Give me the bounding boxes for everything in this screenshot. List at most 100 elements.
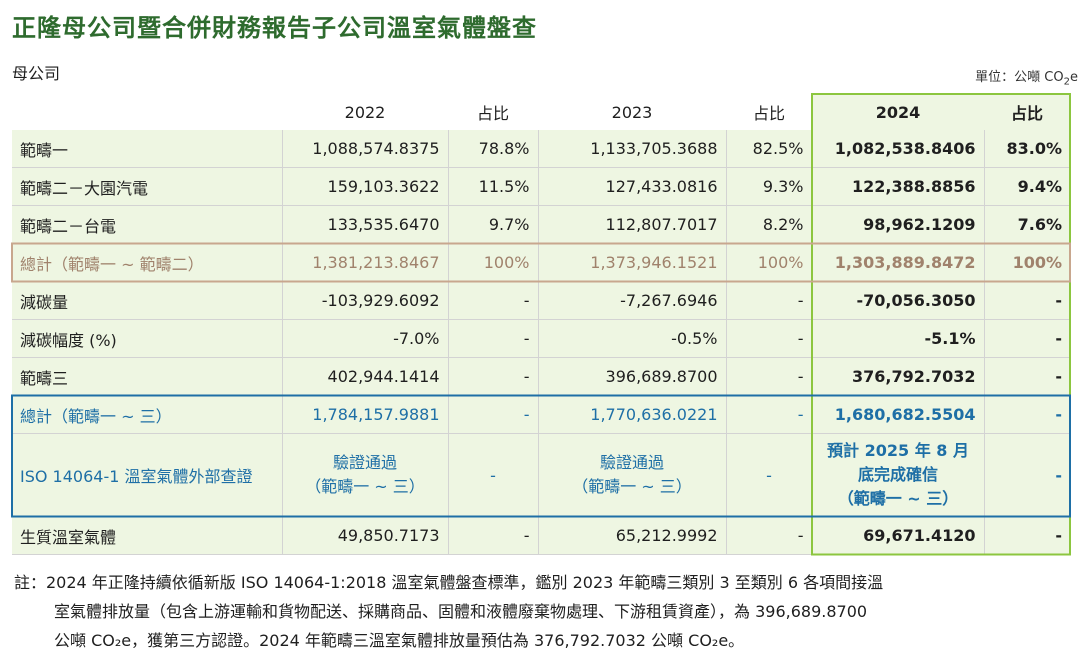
value-2024: -5.1% (812, 319, 985, 358)
value-2022: 1,381,213.8467 (282, 243, 449, 282)
share-2023: - (726, 395, 813, 434)
row-label: 總計（範疇一 ~ 三） (12, 395, 283, 434)
share-2024: - (984, 281, 1070, 320)
share-2022: - (448, 395, 539, 434)
share-2022: 78.8% (448, 130, 539, 168)
table-row: 範疇一 1,088,574.8375 78.8% 1,133,705.3688 82.5… (12, 130, 1070, 168)
share-2023: - (726, 433, 813, 517)
share-2022: 11.5% (448, 167, 539, 206)
share-2024: - (984, 433, 1070, 517)
verification-line: 預計 2025 年 8 月 (827, 441, 969, 460)
value-2024: 69,671.4120 (812, 516, 985, 555)
table-row: 範疇三 402,944.1414-396,689.8700-376,792.703… (12, 357, 1070, 396)
verification-line: 驗證通過 (332, 453, 397, 472)
table-row: 總計（範疇一 ~ 三） 1,784,157.9881-1,770,636.0221… (12, 395, 1070, 434)
row-label: 總計（範疇一 ~ 範疇二） (12, 243, 283, 282)
value-2024: 98,962.1209 (812, 205, 985, 244)
row-label: 減碳幅度 (%) (12, 319, 283, 358)
verification-line: （範疇一 ~ 三） (837, 489, 959, 508)
share-2023: 8.2% (726, 205, 813, 244)
header-row: 2022 占比 2023 占比 2024 占比 (12, 94, 1070, 130)
value-2024: 1,303,889.8472 (812, 243, 985, 282)
footnote-line-2: 室氣體排放量（包含上游運輸和貨物配送、採購商品、固體和液體廢棄物處理、下游租賃資… (54, 602, 868, 621)
footnote-line-1: 註：2024 年正隆持續依循新版 ISO 14064-1:2018 溫室氣體盤查… (14, 573, 884, 592)
footnote: 註：2024 年正隆持續依循新版 ISO 14064-1:2018 溫室氣體盤查… (14, 568, 1078, 655)
header-share-2024: 占比 (984, 94, 1070, 130)
value-2024: -70,056.3050 (812, 281, 985, 320)
verification-line: （範疇一 ~ 三） (572, 477, 692, 496)
share-2024: 9.4% (984, 167, 1070, 206)
table-row: 範疇二－台電 133,535.6470 9.7% 112,807.7017 8.2% 98… (12, 205, 1070, 244)
row-label: 範疇二－台電 (12, 205, 283, 244)
share-2023: - (726, 319, 813, 358)
header-share-2023: 占比 (752, 104, 785, 123)
value-2022: 133,535.6470 (282, 205, 449, 244)
share-2024: 100% (984, 243, 1070, 282)
row-label: 範疇一 (12, 130, 283, 168)
value-2022: -7.0% (282, 319, 449, 358)
value-2022: 49,850.7173 (282, 516, 449, 555)
value-2024: 1,082,538.8406 (812, 130, 985, 168)
value-2023: -0.5% (538, 319, 727, 358)
value-2024: 122,388.8856 (812, 167, 985, 206)
share-2024: 83.0% (984, 130, 1070, 168)
verification-line: 驗證通過 (599, 453, 664, 472)
share-2023: 9.3% (726, 167, 813, 206)
value-2023: 驗證通過 （範疇一 ~ 三） (538, 433, 727, 517)
share-2022: - (448, 433, 539, 517)
header-2022: 2022 (344, 102, 386, 122)
footnote-line-3: 公噸 CO₂e，獲第三方認證。2024 年範疇三溫室氣體排放量預估為 376,7… (54, 631, 745, 650)
table-row: ISO 14064-1 溫室氣體外部查證 驗證通過 （範疇一 ~ 三） - 驗證通過 （範… (12, 433, 1070, 517)
unit-label: 單位：公噸 CO2e (975, 70, 1078, 88)
row-label: ISO 14064-1 溫室氣體外部查證 (12, 433, 283, 517)
share-2022: - (448, 357, 539, 396)
table-row: 減碳量 -103,929.6092- -7,267.6946- -70,056.305… (12, 281, 1070, 320)
row-label: 減碳量 (12, 281, 283, 320)
row-label: 生質溫室氣體 (12, 516, 283, 555)
page-title: 正隆母公司暨合併財務報告子公司溫室氣體盤查 (12, 14, 537, 42)
header-2023: 2023 (611, 102, 653, 122)
share-2022: - (448, 319, 539, 358)
section-subtitle: 母公司 (12, 64, 61, 83)
share-2024: 7.6% (984, 205, 1070, 244)
value-2022: 159,103.3622 (282, 167, 449, 206)
table-row: 範疇二－大園汽電 159,103.3622 11.5% 127,433.0816 9.3… (12, 167, 1070, 206)
row-label: 範疇三 (12, 357, 283, 396)
verification-line: 底完成確信 (857, 465, 938, 484)
value-2023: 1,373,946.1521 (538, 243, 727, 282)
value-2023: 127,433.0816 (538, 167, 727, 206)
share-2022: - (448, 516, 539, 555)
share-2024: - (984, 395, 1070, 434)
value-2023: 1,770,636.0221 (538, 395, 727, 434)
share-2023: 100% (726, 243, 813, 282)
share-2023: - (726, 357, 813, 396)
header-2024: 2024 (812, 94, 984, 130)
header-label (12, 94, 282, 130)
share-2022: 100% (448, 243, 539, 282)
share-2022: 9.7% (448, 205, 539, 244)
table-row: 生質溫室氣體 49,850.7173-65,212.9992-69,671.412… (12, 516, 1070, 555)
table-row: 總計（範疇一 ~ 範疇二） 1,381,213.8467 100% 1,373,946… (12, 243, 1070, 282)
value-2023: 65,212.9992 (538, 516, 727, 555)
value-2023: -7,267.6946 (538, 281, 727, 320)
header-share-2022: 占比 (476, 104, 509, 123)
share-2024: - (984, 357, 1070, 396)
share-2023: - (726, 281, 813, 320)
share-2024: - (984, 516, 1070, 555)
share-2023: - (726, 516, 813, 555)
share-2024: - (984, 319, 1070, 358)
share-2022: - (448, 281, 539, 320)
value-2022: 驗證通過 （範疇一 ~ 三） (282, 433, 449, 517)
verification-line: （範疇一 ~ 三） (305, 477, 425, 496)
value-2023: 1,133,705.3688 (538, 130, 727, 168)
value-2024: 376,792.7032 (812, 357, 985, 396)
value-2023: 396,689.8700 (538, 357, 727, 396)
value-2022: 1,784,157.9881 (282, 395, 449, 434)
table-row: 減碳幅度 (%) -7.0% - -0.5% - -5.1% - (12, 319, 1070, 358)
ghg-table: 2022 占比 2023 占比 2024 占比 範疇一 1,088,574.837… (12, 94, 1070, 555)
row-label: 範疇二－大園汽電 (12, 167, 283, 206)
value-2024: 1,680,682.5504 (812, 395, 985, 434)
value-2022: -103,929.6092 (282, 281, 449, 320)
value-2022: 402,944.1414 (282, 357, 449, 396)
value-2022: 1,088,574.8375 (282, 130, 449, 168)
